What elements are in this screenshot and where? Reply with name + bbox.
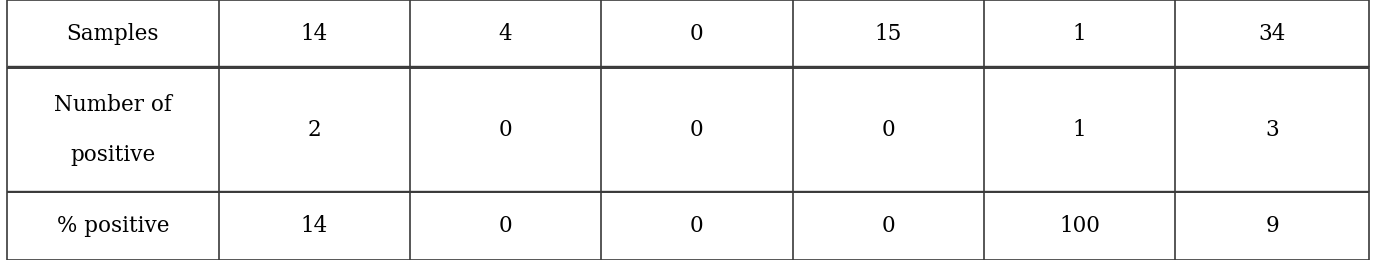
Bar <box>7 68 219 192</box>
Bar <box>410 0 601 68</box>
Bar <box>601 0 793 68</box>
Bar <box>793 68 984 192</box>
Text: 14: 14 <box>301 215 327 237</box>
Bar <box>410 68 601 192</box>
Text: 0: 0 <box>498 215 512 237</box>
Text: 1: 1 <box>1073 119 1086 141</box>
Bar <box>410 192 601 260</box>
Bar <box>984 68 1175 192</box>
Bar <box>793 0 984 68</box>
Bar <box>7 192 219 260</box>
Text: 15: 15 <box>875 23 901 45</box>
Text: 3: 3 <box>1266 119 1278 141</box>
Text: 4: 4 <box>498 23 512 45</box>
Text: Number of

positive: Number of positive <box>54 94 172 166</box>
Text: 0: 0 <box>882 215 894 237</box>
Text: 34: 34 <box>1259 23 1285 45</box>
Text: 0: 0 <box>691 215 703 237</box>
Text: 9: 9 <box>1266 215 1278 237</box>
Text: 100: 100 <box>1060 215 1099 237</box>
Bar <box>793 192 984 260</box>
Text: 0: 0 <box>691 119 703 141</box>
Bar <box>601 68 793 192</box>
Bar <box>7 0 219 68</box>
Text: 0: 0 <box>882 119 894 141</box>
Text: 2: 2 <box>307 119 321 141</box>
Text: Samples: Samples <box>66 23 160 45</box>
Text: 0: 0 <box>498 119 512 141</box>
Text: % positive: % positive <box>56 215 169 237</box>
Bar <box>219 68 410 192</box>
Text: 14: 14 <box>301 23 327 45</box>
Bar <box>219 0 410 68</box>
Bar <box>1175 0 1369 68</box>
Text: 1: 1 <box>1073 23 1086 45</box>
Bar <box>219 192 410 260</box>
Bar <box>601 192 793 260</box>
Bar <box>984 192 1175 260</box>
Bar <box>1175 192 1369 260</box>
Bar <box>984 0 1175 68</box>
Text: 0: 0 <box>691 23 703 45</box>
Bar <box>1175 68 1369 192</box>
